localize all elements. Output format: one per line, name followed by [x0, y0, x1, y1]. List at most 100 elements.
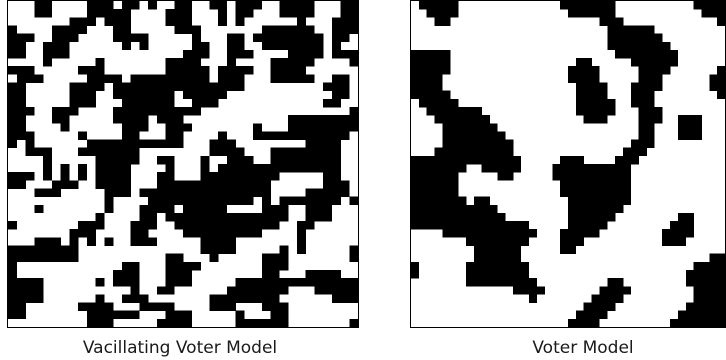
grid-cell: [615, 25, 624, 34]
grid-cell: [253, 221, 263, 230]
grid-cell: [583, 115, 592, 124]
grid-cell: [693, 318, 702, 327]
grid-cell: [121, 123, 131, 132]
grid-cell: [34, 74, 44, 83]
grid-cell: [670, 229, 679, 238]
grid-cell: [331, 294, 341, 303]
grid-cell: [296, 229, 306, 238]
grid-cell: [465, 278, 475, 287]
grid-cell: [340, 49, 350, 59]
grid-cell: [340, 115, 350, 124]
grid-cell: [505, 278, 514, 287]
grid-cell: [121, 155, 131, 165]
grid-cell: [139, 123, 149, 132]
grid-cell: [86, 237, 96, 246]
grid-cell: [473, 269, 482, 279]
grid-cell: [218, 180, 228, 189]
grid-cell: [78, 98, 88, 108]
grid-cell: [599, 302, 608, 311]
grid-cell: [599, 204, 608, 214]
grid-cell: [51, 253, 61, 263]
grid-cell: [411, 269, 420, 279]
grid-cell: [148, 188, 158, 197]
grid-cell: [434, 172, 443, 181]
grid-cell: [638, 33, 647, 43]
grid-cell: [139, 33, 149, 43]
grid-cell: [473, 147, 482, 157]
grid-cell: [646, 82, 655, 91]
grid-cell: [130, 90, 140, 100]
grid-cell: [288, 9, 298, 18]
vacillating-voter-grid: [7, 0, 359, 328]
grid-cell: [442, 229, 451, 238]
grid-cell: [340, 131, 350, 140]
grid-cell: [16, 294, 26, 303]
grid-cell: [104, 188, 114, 197]
grid-cell: [261, 33, 271, 43]
grid-cell: [305, 155, 315, 165]
grid-cell: [497, 261, 506, 271]
grid-cell: [685, 212, 694, 222]
grid-cell: [51, 237, 61, 246]
grid-cell: [16, 123, 26, 132]
grid-cell: [8, 115, 18, 124]
grid-cell: [288, 115, 298, 124]
grid-cell: [481, 278, 490, 287]
grid-cell: [218, 17, 228, 26]
grid-cell: [314, 269, 324, 279]
grid-cell: [235, 66, 245, 75]
grid-cell: [465, 155, 475, 165]
grid-cell: [78, 25, 88, 34]
grid-cell: [226, 66, 236, 75]
grid-cell: [426, 188, 435, 197]
grid-cell: [513, 278, 522, 287]
grid-cell: [450, 164, 459, 173]
grid-cell: [226, 221, 236, 230]
grid-cell: [218, 82, 228, 91]
grid-cell: [717, 318, 725, 327]
grid-cell: [95, 172, 105, 181]
grid-cell: [148, 204, 158, 214]
grid-cell: [86, 98, 96, 108]
grid-cell: [174, 310, 184, 320]
grid-cell: [701, 310, 710, 320]
grid-cell: [183, 106, 193, 116]
grid-cell: [314, 286, 324, 295]
grid-cell: [165, 74, 175, 83]
grid-cell: [434, 82, 443, 91]
grid-cell: [183, 188, 193, 197]
grid-cell: [411, 221, 420, 230]
grid-cell: [34, 245, 44, 254]
grid-cell: [677, 237, 687, 246]
grid-cell: [279, 278, 289, 287]
grid-cell: [442, 123, 451, 132]
grid-cell: [513, 253, 522, 263]
grid-cell: [418, 212, 427, 222]
grid-cell: [174, 74, 184, 83]
grid-cell: [314, 204, 324, 214]
grid-cell: [505, 221, 514, 230]
grid-cell: [51, 106, 61, 116]
grid-cell: [279, 302, 289, 311]
grid-cell: [497, 245, 506, 254]
grid-cell: [418, 221, 427, 230]
grid-cell: [218, 294, 228, 303]
grid-cell: [591, 74, 600, 83]
grid-cell: [314, 139, 324, 148]
grid-cell: [583, 196, 592, 206]
grid-cell: [104, 318, 114, 327]
voter-model-grid: [410, 0, 726, 328]
grid-cell: [288, 155, 298, 165]
grid-cell: [165, 131, 175, 140]
grid-cell: [607, 278, 616, 287]
grid-cell: [218, 237, 228, 246]
grid-cell: [520, 229, 530, 238]
grid-cell: [630, 155, 639, 165]
grid-cell: [323, 269, 333, 279]
grid-cell: [685, 131, 694, 140]
grid-cell: [174, 180, 184, 189]
grid-cell: [60, 49, 70, 59]
grid-cell: [583, 188, 592, 197]
grid-cell: [270, 269, 280, 279]
grid-cell: [638, 41, 647, 51]
